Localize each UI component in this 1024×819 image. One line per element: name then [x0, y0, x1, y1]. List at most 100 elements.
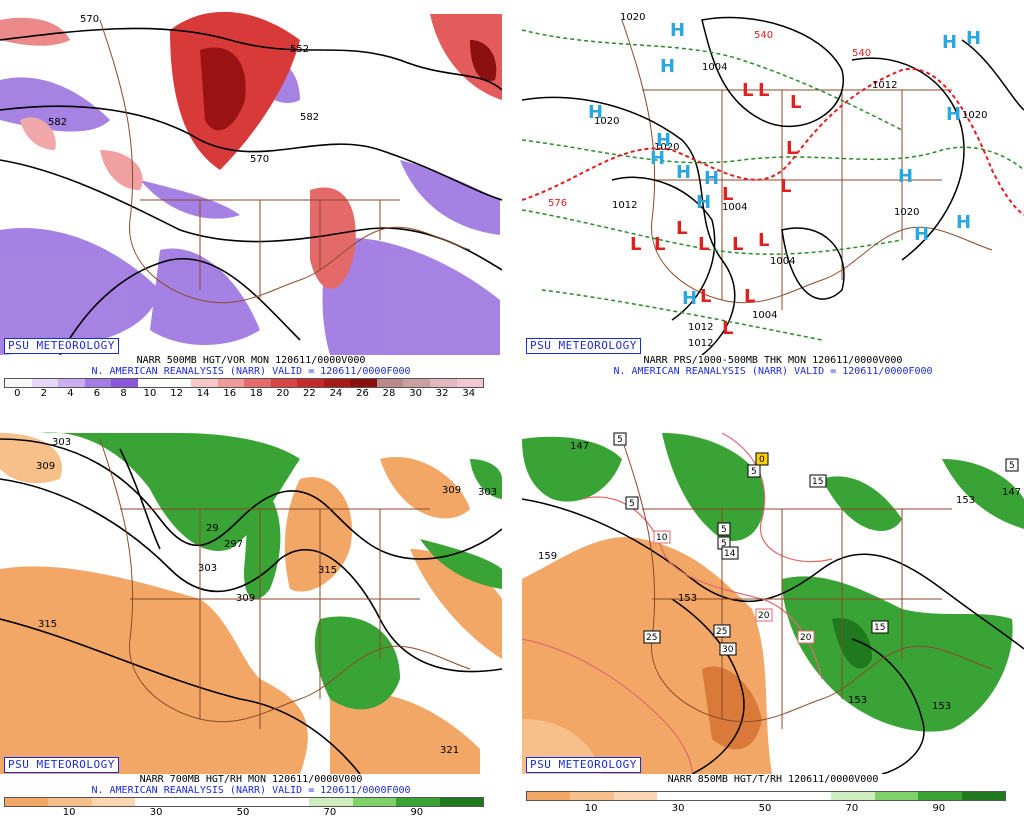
psu-label: PSU METEOROLOGY — [4, 338, 119, 354]
isobar-label: 1004 — [722, 202, 747, 213]
high-pressure-marker: H — [898, 166, 913, 187]
colorbar-tick-label: 50 — [758, 803, 772, 814]
colorbar-swatch — [270, 379, 298, 387]
isobar-label: 1020 — [654, 142, 679, 153]
colorbar-swatch — [700, 792, 745, 800]
colorbar-tick-label: 16 — [223, 388, 237, 399]
contour-labels: 303 309 315 297 303 309 315 321 303 309 … — [36, 437, 497, 756]
high-pressure-marker: H — [704, 168, 719, 189]
contour-label: 315 — [318, 565, 337, 576]
colorbar — [4, 797, 484, 807]
colorbar-swatch — [178, 798, 223, 806]
map-700mb: 303 309 315 297 303 309 315 321 303 309 … — [0, 432, 502, 774]
high-pressure-marker: H — [588, 102, 603, 123]
temp-label: 30 — [722, 645, 734, 655]
isobar-label: 1020 — [962, 110, 987, 121]
height-contours — [0, 438, 502, 774]
colorbar-swatch — [135, 798, 179, 806]
colorbar-swatch — [244, 379, 271, 387]
temperature-contours — [522, 432, 833, 774]
colorbar-swatch — [91, 798, 136, 806]
contour-label: 309 — [236, 593, 255, 604]
colorbar-swatch — [58, 379, 85, 387]
colorbar-tick-label: 10 — [584, 803, 598, 814]
isobars — [522, 16, 1024, 355]
low-pressure-marker: L — [758, 230, 769, 251]
high-pressure-marker: H — [942, 32, 957, 53]
colorbar-tick-label: 2 — [40, 388, 48, 399]
high-pressure-marker: H — [660, 56, 675, 77]
colorbar-tick-label: 8 — [120, 388, 127, 399]
rh-moist-fill — [522, 433, 1024, 732]
high-pressure-marker: H — [676, 162, 691, 183]
psu-label: PSU METEOROLOGY — [4, 757, 119, 773]
contour-label: 582 — [300, 112, 319, 123]
isobar-label: 1004 — [752, 310, 777, 321]
colorbar-tick-label: 30 — [149, 807, 163, 818]
low-pressure-marker: L — [698, 234, 709, 255]
low-pressure-marker: L — [654, 234, 665, 255]
colorbar-swatch — [352, 798, 397, 806]
colorbar-swatch — [111, 379, 138, 387]
high-pressure-marker: H — [914, 224, 929, 245]
low-centers: L L L L L L L L L L L L L L L — [630, 80, 801, 339]
vorticity-positive-fill — [0, 11, 502, 289]
panel-pressure-thickness: 1020 1020 1012 1012 1004 1004 1004 1012 … — [522, 0, 1024, 400]
colorbar-tick-label: 20 — [276, 388, 290, 399]
colorbar-swatch — [831, 792, 875, 800]
low-pressure-marker: L — [700, 286, 711, 307]
contour-label: 552 — [290, 44, 309, 55]
contour-label: 570 — [80, 14, 99, 25]
map-borders — [621, 438, 993, 729]
temp-label: 0 — [759, 455, 765, 465]
colorbar-swatch — [376, 379, 404, 387]
contour-label: 147 — [1002, 487, 1021, 498]
height-contours — [522, 498, 1024, 774]
colorbar-tick-label: 32 — [435, 388, 449, 399]
rh-moist-fill — [40, 432, 502, 710]
contour-label: 321 — [440, 745, 459, 756]
low-pressure-marker: L — [630, 234, 641, 255]
colorbar-swatch — [309, 798, 353, 806]
colorbar-swatch — [403, 379, 430, 387]
panel-500mb-vorticity: 570 582 552 570 582 PSU METEOROLOGY NARR… — [0, 0, 502, 400]
high-pressure-marker: H — [956, 212, 971, 233]
temp-label: 14 — [724, 549, 736, 559]
isobar-label: 1004 — [770, 256, 795, 267]
low-pressure-marker: L — [676, 218, 687, 239]
colorbar-tick-label: 70 — [845, 803, 859, 814]
temp-label: 10 — [656, 533, 668, 543]
colorbar-swatch — [190, 379, 218, 387]
colorbar-swatch — [430, 379, 457, 387]
colorbar-tick-label: 26 — [356, 388, 369, 399]
psu-label: PSU METEOROLOGY — [526, 338, 641, 354]
temp-label: 5 — [617, 435, 623, 445]
colorbar-ticks: 0 2 4 6 8 10 12 14 16 18 20 22 24 26 28 30 32 34 — [4, 388, 482, 400]
low-pressure-marker: L — [742, 80, 753, 101]
colorbar-swatch — [5, 379, 32, 387]
colorbar-tick-label: 28 — [382, 388, 396, 399]
colorbar-tick-label: 90 — [410, 807, 424, 818]
pressure-labels: 1020 1020 1012 1012 1004 1004 1004 1012 … — [548, 12, 987, 349]
colorbar-ticks: 10 30 50 70 90 — [526, 803, 1004, 815]
isobar-label: 1020 — [620, 12, 645, 23]
temp-label: 5 — [1009, 461, 1015, 471]
colorbar-tick-label: 50 — [236, 807, 250, 818]
high-pressure-marker: H — [696, 192, 711, 213]
colorbar-tick-label: 30 — [671, 803, 685, 814]
colorbar-tick-label: 12 — [170, 388, 183, 399]
contour-label: 303 — [478, 487, 497, 498]
colorbar-swatch — [222, 798, 266, 806]
temp-label: 20 — [800, 633, 812, 643]
colorbar — [4, 378, 484, 388]
temp-label: 5 — [721, 525, 727, 535]
high-pressure-marker: H — [656, 130, 671, 151]
vorticity-negative-fill — [0, 57, 500, 355]
low-pressure-marker: L — [790, 92, 801, 113]
temp-label: 15 — [874, 623, 885, 633]
thickness-label: 576 — [548, 198, 567, 209]
colorbar-ticks: 10 30 50 70 90 — [4, 807, 482, 819]
colorbar-swatch — [787, 792, 832, 800]
contour-label: 582 — [48, 117, 67, 128]
colorbar-swatch — [31, 379, 59, 387]
